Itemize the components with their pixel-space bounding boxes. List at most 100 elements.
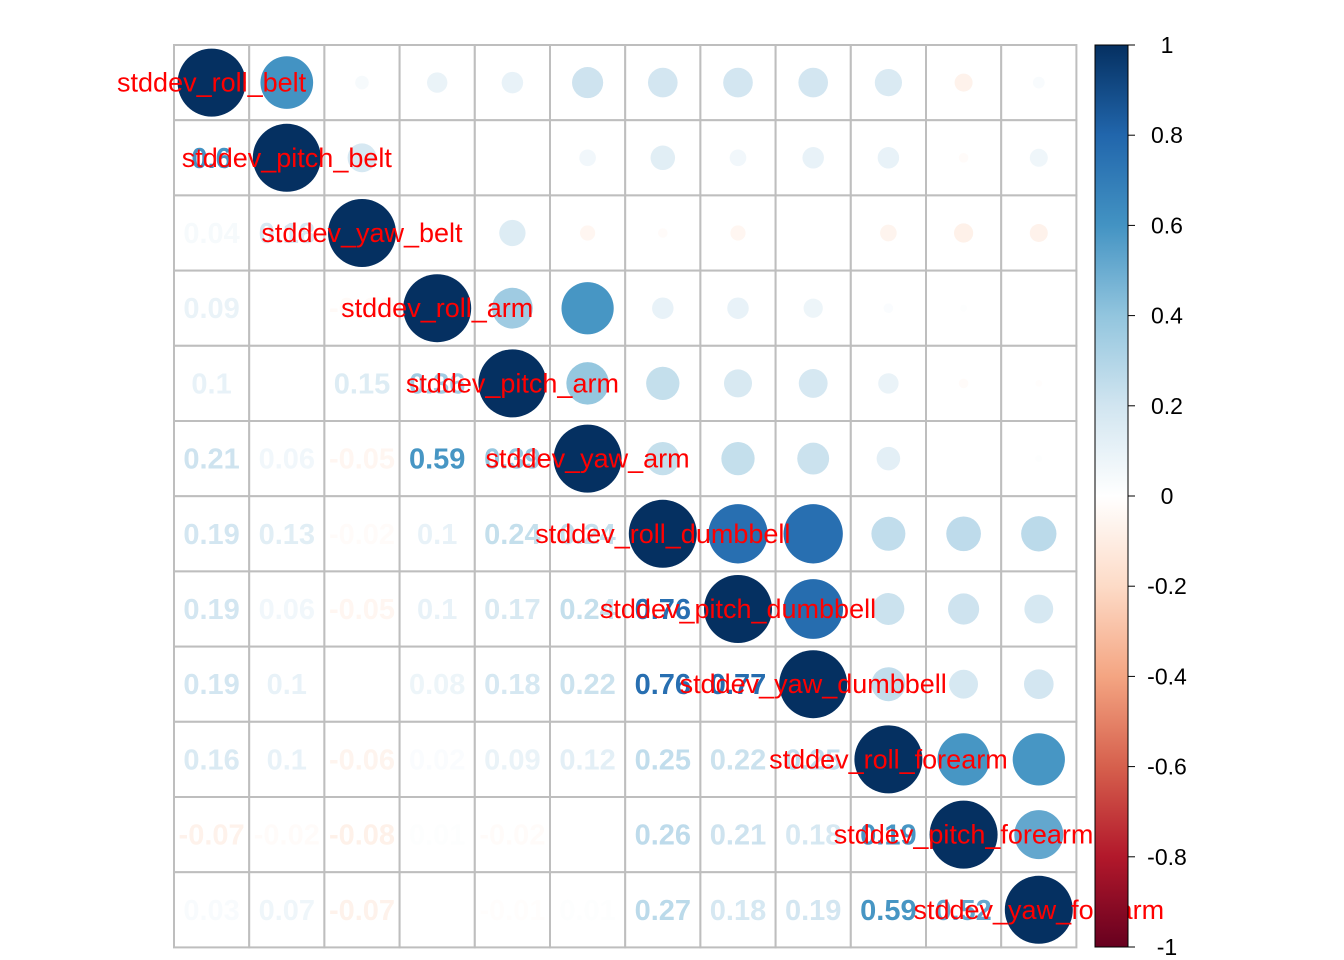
cell-6-5 — [549, 495, 627, 573]
variable-label-0: stddev_roll_belt — [117, 68, 307, 98]
coef-11-7: 0.18 — [710, 895, 766, 927]
coef-8-0: 0.19 — [183, 669, 239, 701]
circle-9-10 — [937, 733, 990, 786]
coef-10-3: 0.01 — [409, 820, 465, 852]
circle-0-1 — [260, 56, 314, 109]
cell-3-0 — [173, 269, 251, 347]
circle-3-3 — [403, 274, 472, 343]
circle-1-2 — [347, 143, 377, 173]
cell-4-0 — [173, 344, 251, 422]
cell-9-1 — [248, 720, 326, 798]
cell-8-5 — [549, 645, 627, 723]
circle-3-5 — [561, 282, 614, 335]
circle-3-8 — [803, 298, 823, 318]
circle-2-4 — [499, 219, 526, 247]
circle-2-7 — [730, 225, 746, 241]
circle-3-9 — [883, 303, 894, 314]
coef-5-2: -0.05 — [329, 444, 395, 476]
variable-label-3: stddev_roll_arm — [341, 293, 533, 323]
cell-5-3 — [398, 420, 476, 498]
variable-label-6: stddev_roll_dumbbell — [535, 519, 790, 549]
coef-8-4: 0.18 — [484, 669, 540, 701]
cell-5-0 — [173, 420, 251, 498]
coef-8-7: 0.77 — [710, 669, 766, 701]
cell-3-1 — [248, 269, 326, 347]
circle-3-7 — [727, 297, 749, 319]
circle-8-11 — [1023, 669, 1054, 700]
circle-2-11 — [1029, 224, 1048, 242]
coef-5-0: 0.21 — [183, 444, 239, 476]
cell-7-2 — [323, 570, 401, 648]
coef-9-5: 0.12 — [559, 744, 615, 776]
coef-10-2: -0.08 — [329, 820, 395, 852]
cell-10-0 — [173, 796, 251, 874]
coef-7-2: -0.05 — [329, 594, 395, 626]
coef-9-0: 0.16 — [183, 744, 239, 776]
cell-8-7 — [699, 645, 777, 723]
coef-10-1: -0.02 — [254, 820, 320, 852]
cell-5-10 — [925, 420, 1003, 498]
coef-8-5: 0.22 — [559, 669, 615, 701]
circle-2-10 — [953, 223, 974, 243]
coef-11-4: -0.01 — [479, 895, 545, 927]
colorbar-tick-label: -0.8 — [1147, 844, 1187, 870]
cell-6-2 — [323, 495, 401, 573]
variable-label-10: stddev_pitch_forearm — [834, 820, 1094, 850]
circle-0-0 — [177, 48, 246, 117]
cell-10-5 — [549, 796, 627, 874]
circle-4-11 — [1035, 380, 1043, 387]
circle-1-8 — [802, 147, 824, 169]
variable-label-5: stddev_yaw_arm — [486, 444, 690, 474]
circle-5-7 — [721, 441, 755, 476]
coef-9-2: -0.06 — [329, 744, 395, 776]
coef-7-1: 0.06 — [259, 594, 315, 626]
circle-5-8 — [797, 442, 830, 475]
coef-9-3: 0.02 — [409, 744, 465, 776]
circle-6-11 — [1021, 516, 1057, 552]
coef-11-9: 0.59 — [860, 895, 916, 927]
circle-8-8 — [779, 650, 848, 719]
cell-1-4 — [473, 119, 551, 197]
variable-label-2: stddev_yaw_belt — [261, 218, 463, 248]
cell-6-1 — [248, 495, 326, 573]
circle-3-6 — [652, 297, 674, 319]
cell-10-3 — [398, 796, 476, 874]
coef-3-2: -0.03 — [329, 293, 395, 325]
coef-9-1: 0.1 — [267, 744, 307, 776]
colorbar-tick-label: -1 — [1157, 934, 1177, 960]
coef-2-1: 0.18 — [259, 218, 315, 250]
coef-11-10: 0.52 — [935, 895, 991, 927]
coef-11-2: -0.07 — [329, 895, 395, 927]
circle-7-11 — [1024, 594, 1054, 624]
coef-7-4: 0.17 — [484, 594, 540, 626]
circle-5-11 — [1035, 455, 1043, 462]
cell-8-2 — [323, 645, 401, 723]
coef-7-5: 0.24 — [559, 594, 615, 626]
cell-10-8 — [774, 796, 852, 874]
coef-9-4: 0.09 — [484, 744, 540, 776]
circle-1-1 — [252, 123, 321, 192]
coef-8-1: 0.1 — [267, 669, 307, 701]
circle-10-11 — [1014, 810, 1064, 860]
circle-9-9 — [854, 725, 923, 794]
circle-10-10 — [929, 800, 998, 869]
cell-7-4 — [473, 570, 551, 648]
circle-1-6 — [650, 145, 676, 171]
circle-2-9 — [880, 224, 897, 242]
coef-4-2: 0.15 — [334, 368, 390, 400]
colorbar-tick-label: 0.8 — [1151, 122, 1183, 148]
colorbar-tick-label: 0.4 — [1151, 303, 1183, 329]
circle-2-2 — [328, 199, 396, 267]
cell-1-9 — [849, 119, 927, 197]
circle-3-4 — [492, 287, 533, 329]
cell-10-1 — [248, 796, 326, 874]
cell-3-11 — [1000, 269, 1078, 347]
circle-4-7 — [723, 369, 753, 398]
circle-5-5 — [553, 424, 622, 493]
coef-7-6: 0.76 — [635, 594, 691, 626]
circle-0-7 — [723, 67, 753, 98]
coef-1-0: 0.6 — [191, 143, 231, 175]
circle-4-5 — [566, 362, 609, 405]
coef-4-3: 0.36 — [409, 368, 465, 400]
